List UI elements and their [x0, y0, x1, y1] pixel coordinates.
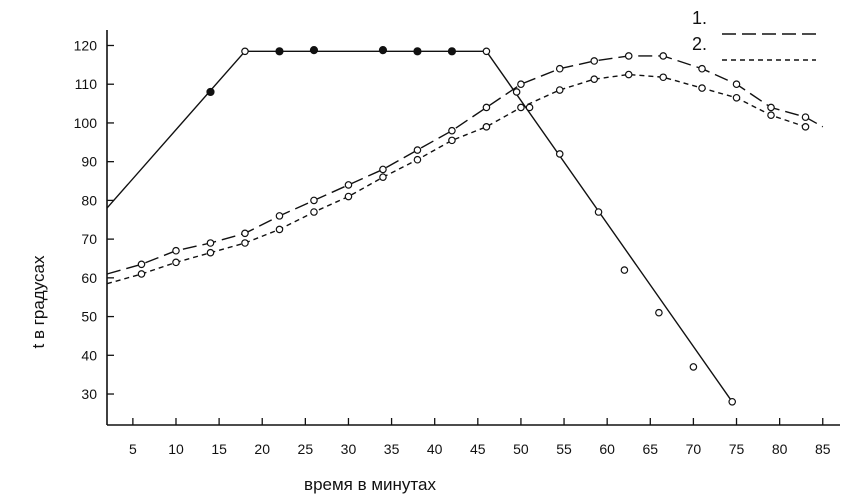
x-tick-label: 30: [341, 441, 357, 457]
data-point-filled: [206, 87, 215, 97]
y-tick-label: 70: [81, 231, 97, 247]
data-point-open: [241, 47, 249, 56]
x-tick-label: 15: [211, 441, 227, 457]
data-point-open: [767, 111, 775, 119]
data-point-open: [767, 103, 775, 112]
data-point-open: [482, 123, 491, 131]
data-point-open: [801, 113, 810, 121]
data-point-open: [241, 229, 249, 238]
data-point-open: [379, 165, 387, 174]
y-tick-label: 120: [74, 37, 98, 53]
y-tick-label: 110: [75, 76, 98, 92]
y-tick-label: 90: [81, 154, 97, 170]
x-tick-label: 75: [729, 441, 745, 457]
data-point-open: [482, 103, 491, 112]
x-tick-label: 20: [254, 441, 270, 457]
data-point-open: [732, 93, 741, 102]
data-point-open: [512, 88, 521, 96]
data-point-open: [137, 260, 146, 269]
data-point-filled: [309, 46, 319, 55]
series-3-line: [106, 73, 806, 285]
data-point-open: [728, 397, 737, 406]
x-tick-label: 60: [599, 441, 615, 457]
y-tick-label: 50: [81, 309, 97, 325]
x-tick-label: 65: [642, 441, 658, 457]
y-tick-label: 40: [81, 347, 97, 363]
data-point-open: [689, 363, 698, 371]
y-axis-title: t в градусах: [29, 255, 48, 348]
data-point-open: [172, 258, 180, 267]
data-point-filled: [275, 47, 284, 56]
data-point-open: [448, 126, 456, 135]
data-point-open: [310, 208, 318, 216]
data-point-open: [624, 70, 633, 79]
data-point-open: [698, 64, 706, 73]
data-point-open: [206, 248, 215, 257]
y-tick-label: 100: [74, 115, 98, 131]
data-point-open: [413, 155, 422, 164]
x-tick-label: 35: [384, 441, 400, 457]
data-point-open: [555, 86, 564, 94]
x-tick-label: 5: [129, 441, 137, 457]
data-point-open: [172, 246, 180, 255]
data-point-open: [525, 103, 534, 112]
x-tick-label: 85: [815, 441, 831, 457]
x-tick-label: 50: [513, 441, 529, 457]
x-tick-label: 70: [686, 441, 702, 457]
data-point-open: [732, 80, 741, 89]
data-point-open: [379, 173, 387, 181]
data-point-open: [517, 103, 525, 112]
x-tick-label: 40: [427, 441, 443, 457]
series-1: [106, 46, 737, 406]
data-point-open: [137, 270, 146, 278]
data-point-open: [275, 225, 284, 234]
data-point-open: [555, 150, 564, 158]
data-point-open: [344, 192, 353, 201]
x-tick-label: 10: [168, 441, 184, 457]
x-axis-title: время в минутах: [304, 475, 436, 494]
x-tick-label: 80: [772, 441, 788, 457]
legend: 1.2.: [692, 8, 816, 61]
legend-label-2: 2.: [692, 34, 707, 54]
legend-label-1: 1.: [692, 8, 707, 28]
x-tick-label: 55: [556, 441, 572, 457]
data-point-filled: [413, 47, 422, 56]
data-point-open: [241, 239, 249, 247]
series-1-line: [106, 50, 733, 403]
data-point-open: [659, 52, 668, 60]
data-point-open: [206, 239, 215, 247]
data-point-open: [698, 84, 706, 92]
series-2: [106, 52, 824, 275]
data-point-open: [624, 52, 633, 60]
x-tick-label: 45: [470, 441, 486, 457]
axes: 5 10 15 20 25 30 35 40 45 50 55 60 65 70 75 80 85 30 40 50 6…: [74, 30, 840, 457]
data-point-open: [620, 266, 629, 274]
data-point-filled: [378, 46, 388, 55]
series-layer: [106, 46, 824, 406]
data-point-open: [590, 57, 599, 65]
data-point-open: [344, 181, 353, 189]
y-tick-label: 80: [81, 192, 97, 208]
data-point-open: [482, 47, 491, 56]
data-point-open: [590, 75, 599, 83]
series-3: [106, 70, 810, 285]
y-tick-label: 30: [81, 386, 97, 402]
x-tick-label: 25: [298, 441, 314, 457]
data-point-filled: [447, 47, 457, 56]
data-point-open: [517, 80, 525, 89]
series-2-line: [106, 55, 824, 275]
y-tick-label: 60: [81, 270, 97, 286]
data-point-open: [555, 64, 564, 73]
data-point-open: [594, 208, 603, 216]
data-point-open: [275, 212, 284, 220]
data-point-open: [310, 196, 318, 205]
data-point-open: [659, 73, 668, 82]
data-point-open: [801, 123, 810, 131]
data-point-open: [413, 146, 422, 154]
data-point-open: [655, 308, 663, 317]
data-point-open: [448, 136, 456, 145]
